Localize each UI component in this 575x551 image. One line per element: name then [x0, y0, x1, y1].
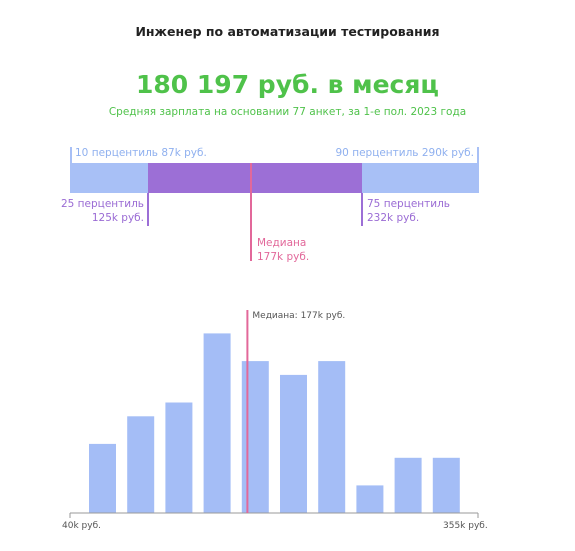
- p25-label-title: 25 перцентиль: [60, 198, 144, 210]
- p75-label-title: 75 перцентиль: [367, 198, 451, 210]
- histogram-bar: [165, 402, 193, 513]
- histogram-bar: [356, 485, 384, 513]
- p75-label: 75 перцентиль 232k руб.: [367, 197, 450, 225]
- histogram-bar: [203, 333, 231, 513]
- p10-marker: [70, 147, 72, 163]
- histogram-bar: [280, 374, 307, 513]
- histogram-bar: [432, 457, 460, 514]
- average-salary: 180 197 руб. в месяц: [136, 70, 439, 99]
- p90-label: 90 перцентиль 290k руб.: [335, 147, 475, 159]
- histogram-bar: [127, 416, 155, 513]
- p75-marker: [361, 193, 363, 226]
- median-label: Медиана 177k руб.: [257, 236, 309, 264]
- p25-marker: [147, 193, 149, 226]
- p75-label-value: 232k руб.: [367, 212, 420, 224]
- p10-label: 10 перцентиль 87k руб.: [75, 147, 207, 159]
- histogram-bar: [318, 361, 346, 513]
- histogram-median-label: Медиана: 177k руб.: [252, 311, 345, 321]
- x-axis-max-label: 355k руб.: [443, 521, 488, 531]
- median-label-value: 177k руб.: [257, 251, 310, 263]
- histogram-bar: [241, 361, 269, 513]
- p25-label-value: 125k руб.: [91, 212, 144, 224]
- median-marker: [250, 163, 252, 261]
- histogram-bar: [394, 457, 422, 514]
- p90-marker: [477, 147, 479, 163]
- salary-subtitle: Средняя зарплата на основании 77 анкет, …: [108, 106, 467, 118]
- histogram-bars: [89, 333, 460, 514]
- median-label-title: Медиана: [257, 237, 307, 249]
- range-25-75-bar: [148, 163, 362, 193]
- histogram-bar: [89, 443, 116, 513]
- job-title: Инженер по автоматизации тестирования: [135, 24, 440, 39]
- p25-label: 25 перцентиль 125k руб.: [61, 197, 144, 225]
- x-axis-min-label: 40k руб.: [62, 521, 101, 531]
